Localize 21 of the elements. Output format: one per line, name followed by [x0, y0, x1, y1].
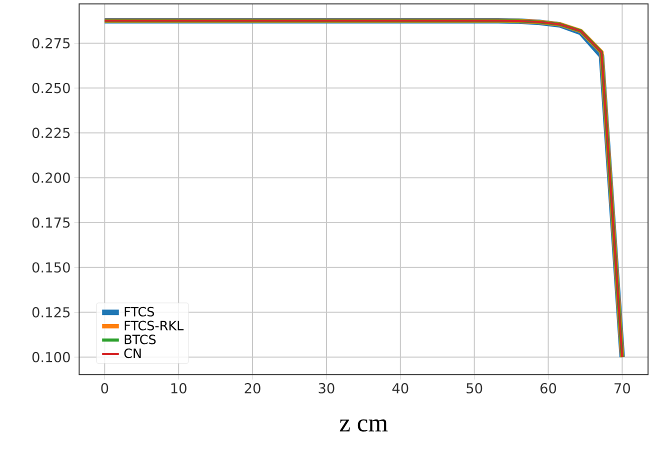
legend-label: CN [124, 348, 141, 358]
y-tick-label: 0.125 [32, 306, 70, 318]
y-tick-label: 0.150 [32, 262, 70, 272]
x-tick-label: 60 [540, 382, 556, 394]
y-tick-label: 0.225 [32, 128, 70, 138]
legend-label: FTCS [124, 306, 154, 316]
y-tick-label: 0.250 [32, 82, 70, 94]
x-tick-label: 50 [466, 382, 482, 394]
legend-label: BTCS [124, 334, 156, 344]
x-axis-title: z cm [340, 419, 388, 432]
x-tick-label: 0 [101, 382, 108, 394]
x-tick-label: 20 [244, 382, 260, 394]
x-tick-label: 40 [392, 382, 408, 394]
y-tick-label: 0.175 [32, 217, 70, 228]
legend-label: FTCS-RKL [124, 320, 184, 330]
y-tick-label: 0.200 [32, 172, 70, 183]
y-tick-label: 0.275 [32, 38, 70, 48]
x-tick-label: 30 [318, 382, 334, 394]
x-tick-label: 70 [614, 382, 630, 394]
x-tick-label: 10 [171, 382, 186, 394]
y-tick-label: 0.100 [32, 352, 70, 362]
